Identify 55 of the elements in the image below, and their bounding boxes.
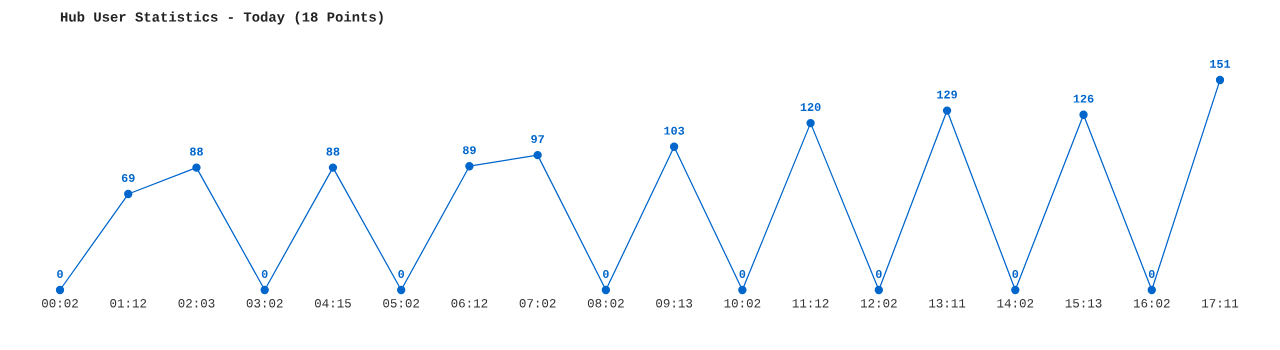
point	[465, 162, 474, 171]
x-tick-label: 09:13	[656, 299, 693, 308]
data-label: 0	[398, 269, 405, 278]
x-tick-label: 02:03	[178, 299, 215, 308]
data-label: 69	[121, 173, 135, 182]
data-label: 0	[603, 269, 609, 278]
point	[397, 285, 406, 295]
point	[738, 285, 747, 295]
point	[601, 285, 611, 295]
x-tick-label: 13:11	[929, 299, 966, 308]
x-tick-label: 08:02	[587, 299, 624, 308]
point	[1215, 75, 1225, 85]
x-tick-label: 14:02	[997, 299, 1034, 308]
x-tick-label: 12:02	[860, 299, 897, 308]
x-tick-label: 06:12	[451, 299, 488, 308]
x-tick-label: 10:02	[724, 299, 761, 308]
data-label: 0	[57, 269, 63, 278]
x-tick-label: 11:12	[792, 299, 829, 308]
data-label: 151	[1210, 60, 1231, 68]
point	[1147, 285, 1156, 295]
point	[1079, 110, 1088, 119]
data-label: 103	[664, 126, 685, 135]
point	[942, 106, 952, 115]
data-label: 88	[190, 147, 203, 156]
x-tick-label: 05:02	[383, 299, 420, 308]
data-label: 97	[531, 135, 544, 144]
data-label: 0	[739, 269, 746, 278]
x-tick-label: 15:13	[1065, 299, 1102, 308]
point	[55, 285, 65, 295]
chart-title: Hub User Statistics - Today (18 Points)	[60, 11, 383, 25]
data-label: 0	[261, 269, 268, 278]
point	[806, 118, 815, 128]
x-tick-label: 16:02	[1133, 299, 1170, 308]
x-tick-label: 04:15	[314, 299, 351, 308]
data-label: 0	[1012, 269, 1019, 278]
x-tick-label: 03:02	[246, 299, 283, 308]
data-label: 88	[326, 147, 340, 156]
point	[1011, 285, 1020, 295]
point	[328, 163, 338, 172]
x-tick-label: 00:02	[42, 299, 78, 308]
point	[533, 150, 542, 160]
data-label: 89	[462, 146, 476, 155]
data-label: 0	[1148, 269, 1155, 278]
point	[192, 163, 201, 172]
point	[669, 142, 679, 151]
point	[260, 285, 269, 295]
point	[124, 189, 133, 199]
point	[874, 285, 883, 295]
data-label: 120	[800, 103, 821, 112]
x-tick-label: 07:02	[519, 299, 556, 308]
x-tick-label: 01:12	[110, 299, 147, 308]
x-tick-label: 17:11	[1202, 299, 1239, 308]
data-label: 129	[937, 90, 957, 99]
data-label: 0	[875, 269, 882, 278]
data-label: 126	[1073, 94, 1094, 103]
